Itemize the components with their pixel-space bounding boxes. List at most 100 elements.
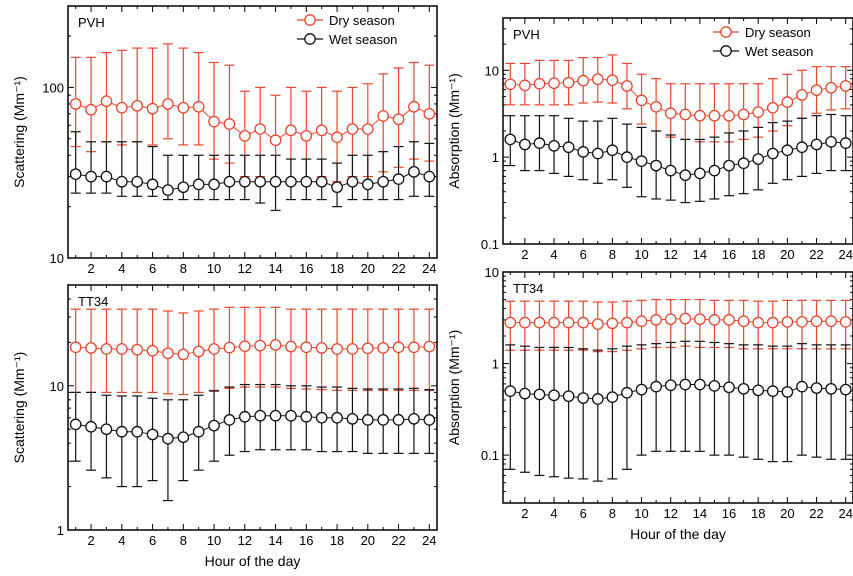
series-dry-point	[208, 343, 220, 355]
series-wet-point	[752, 153, 765, 165]
series-dry-point	[346, 123, 359, 135]
series-dry-point	[331, 131, 343, 144]
series-wet-point	[694, 378, 706, 391]
series-dry-point	[100, 343, 113, 355]
series-wet-point	[708, 380, 721, 392]
series-wet-point	[423, 414, 436, 426]
x-tick-label: 24	[422, 261, 436, 276]
series-wet-point	[285, 175, 297, 188]
legend-label: Wet season	[745, 44, 813, 59]
x-tick-label: 12	[238, 533, 252, 548]
series-wet-point	[839, 137, 852, 149]
series-dry-point	[664, 313, 677, 326]
series-dry-point	[606, 317, 619, 330]
y-axis-title: Scattering (Mm⁻¹)	[11, 76, 27, 188]
series-dry-point	[392, 113, 405, 126]
series-wet-point	[650, 159, 662, 172]
x-tick-label: 16	[299, 261, 313, 276]
series-dry-point	[650, 314, 662, 326]
series-wet-point	[377, 414, 390, 426]
y-tick-label: 1	[57, 523, 64, 538]
x-tick-label: 14	[693, 506, 707, 521]
y-tick-label: 100	[42, 80, 64, 95]
series-wet-point	[408, 165, 420, 178]
series-dry-point	[285, 124, 297, 137]
series-dry-point	[533, 77, 546, 90]
series-dry-point	[810, 84, 823, 97]
x-tick-label: 6	[580, 247, 587, 262]
series-wet-point	[825, 382, 837, 395]
x-tick-label: 22	[809, 247, 823, 262]
series-wet-point	[331, 181, 343, 194]
series-wet-point	[635, 383, 648, 396]
series-wet-point	[223, 175, 236, 188]
series-dry-point	[115, 343, 128, 355]
series-wet-point	[162, 184, 174, 196]
series-dry-point	[69, 98, 82, 110]
x-tick-label: 16	[722, 247, 736, 262]
y-tick-label: 10	[485, 63, 499, 78]
series-wet-point	[577, 392, 590, 404]
series-wet-point	[737, 157, 750, 170]
series-wet-point	[146, 178, 159, 191]
x-tick-label: 22	[391, 533, 405, 548]
series-wet-point	[269, 175, 282, 188]
plot-area	[69, 306, 436, 502]
series-wet-point	[694, 167, 706, 180]
x-tick-label: 18	[330, 533, 344, 548]
series-dry-point	[796, 316, 808, 328]
series-wet-point	[69, 418, 82, 431]
panel-label: TT34	[78, 294, 108, 309]
series-wet-point	[621, 386, 633, 399]
series-wet-point	[781, 386, 794, 398]
series-dry-point	[664, 107, 677, 120]
series-dry-point	[131, 99, 144, 112]
series-wet-point	[548, 139, 560, 152]
legend-marker	[720, 45, 732, 57]
x-tick-label: 2	[87, 261, 94, 276]
series-wet-point	[115, 425, 128, 438]
y-tick-label: 10	[50, 251, 64, 266]
series-wet-point	[346, 175, 359, 188]
legend: Dry season Wet season	[713, 25, 813, 59]
x-tick-label: 12	[663, 506, 677, 521]
series-dry-line	[75, 100, 430, 141]
series-dry-point	[238, 129, 251, 142]
series-wet-point	[708, 164, 721, 177]
series-wet-point	[621, 151, 633, 163]
series-dry-point	[752, 106, 765, 118]
series-dry-point	[577, 74, 590, 87]
series-dry-point	[737, 108, 750, 121]
panel-label: PVH	[513, 27, 540, 42]
series-wet-point	[177, 181, 190, 194]
series-dry-point	[192, 100, 205, 113]
series-dry-point	[810, 315, 823, 328]
series-dry-line	[510, 78, 846, 117]
series-wet-point	[796, 380, 808, 393]
legend: Dry season Wet season	[297, 13, 397, 47]
series-dry-point	[269, 339, 282, 351]
series-dry-point	[223, 118, 236, 130]
series-wet-point	[723, 159, 735, 172]
x-tick-label: 14	[268, 261, 282, 276]
series-dry-point	[635, 94, 648, 107]
series-wet-point	[519, 138, 531, 151]
x-tick-label: 10	[634, 247, 648, 262]
plot-area	[69, 43, 436, 212]
series-dry-point	[162, 98, 174, 110]
series-dry-point	[504, 78, 517, 91]
x-tick-label: 24	[422, 533, 436, 548]
series-wet-point	[650, 380, 662, 393]
x-tick-label: 4	[118, 261, 125, 276]
series-wet-point	[679, 169, 692, 182]
y-axis-title: Absorption (Mm⁻¹)	[446, 73, 462, 189]
series-wet-line	[75, 415, 430, 440]
series-dry-point	[346, 343, 359, 355]
series-wet-point	[69, 168, 82, 181]
series-dry-point	[361, 123, 374, 135]
series-wet-point	[331, 411, 343, 424]
